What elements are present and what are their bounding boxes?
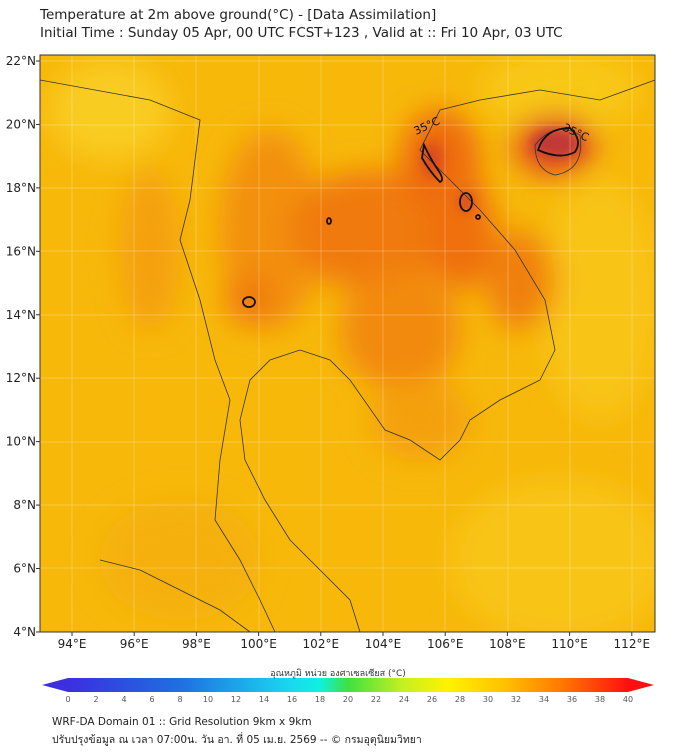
colorbar-tick-label: 10: [203, 695, 213, 704]
colorbar-tick-label: 30: [483, 695, 493, 704]
colorbar-tick-label: 2: [93, 695, 98, 704]
colorbar-min-extend: [42, 678, 68, 692]
colorbar-tick-label: 12: [231, 695, 241, 704]
lon-tick-label: 100°E: [240, 637, 277, 651]
lat-tick-label: 6°N: [13, 562, 36, 576]
colorbar: 0 2 4 6 8 10 12 14 16 18 20 22 24 26 28 30 32 34 36 38 40: [42, 678, 654, 704]
colorbar-gradient: [68, 678, 628, 692]
footer-model-info: WRF-DA Domain 01 :: Grid Resolution 9km …: [52, 716, 312, 728]
lat-tick-label: 16°N: [6, 244, 36, 258]
colorbar-max-extend: [628, 678, 654, 692]
lon-tick-label: 104°E: [365, 637, 402, 651]
colorbar-tick-label: 40: [623, 695, 633, 704]
lat-tick-label: 22°N: [6, 54, 36, 68]
colorbar-tick-label: 36: [567, 695, 577, 704]
colorbar-tick-label: 4: [121, 695, 126, 704]
colorbar-tick-label: 8: [177, 695, 182, 704]
contour-35c: [242, 127, 579, 308]
colorbar-tick-label: 6: [149, 695, 154, 704]
lat-tick-label: 4°N: [13, 625, 36, 639]
map-title: Temperature at 2m above ground(°C) - [Da…: [40, 7, 437, 23]
colorbar-tick-label: 0: [65, 695, 70, 704]
colorbar-tick-label: 14: [259, 695, 269, 704]
colorbar-tick-label: 28: [455, 695, 465, 704]
lat-tick-label: 8°N: [13, 498, 36, 512]
lat-tick-label: 12°N: [6, 371, 36, 385]
lon-tick-label: 108°E: [489, 637, 526, 651]
lon-tick-label: 112°E: [614, 637, 651, 651]
lon-tick-label: 96°E: [120, 637, 149, 651]
gridlines: [40, 55, 655, 632]
colorbar-tick-label: 18: [315, 695, 325, 704]
colorbar-tick-label: 26: [427, 695, 437, 704]
lat-tick-label: 14°N: [6, 308, 36, 322]
lon-tick-label: 106°E: [427, 637, 464, 651]
map-subtitle: Initial Time : Sunday 05 Apr, 00 UTC FCS…: [40, 25, 563, 41]
colorbar-tick-label: 20: [343, 695, 353, 704]
lon-tick-label: 94°E: [58, 637, 87, 651]
temperature-field: 35°C 35°C: [40, 55, 655, 632]
lat-tick-label: 20°N: [6, 117, 36, 131]
colorbar-label: อุณหภูมิ หน่วย องศาเซลเซียส (°C): [270, 669, 406, 679]
colorbar-tick-label: 22: [371, 695, 381, 704]
coastlines: [40, 79, 655, 632]
lon-tick-label: 98°E: [182, 637, 211, 651]
lat-tick-label: 18°N: [6, 181, 36, 195]
lon-tick-label: 110°E: [551, 637, 588, 651]
lat-tick-label: 10°N: [6, 435, 36, 449]
colorbar-tick-label: 32: [511, 695, 521, 704]
lon-tick-label: 102°E: [303, 637, 340, 651]
colorbar-tick-label: 34: [539, 695, 549, 704]
colorbar-tick-label: 38: [595, 695, 605, 704]
map-frame: [39, 54, 656, 633]
colorbar-tick-label: 24: [399, 695, 409, 704]
colorbar-tick-label: 16: [287, 695, 297, 704]
footer-update-info: ปรับปรุงข้อมูล ณ เวลา 07:00น. วัน อา. ที…: [52, 734, 422, 746]
